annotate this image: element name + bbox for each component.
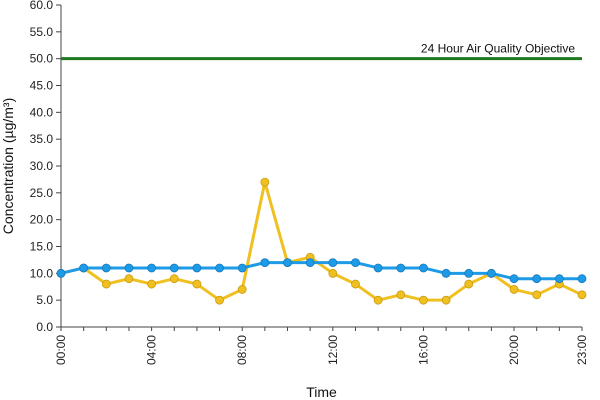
series-point-0 <box>169 263 179 273</box>
series-point-0 <box>441 268 451 278</box>
series-point-1 <box>509 285 519 294</box>
series-point-1 <box>237 285 247 294</box>
y-tick-label: 50.0 <box>30 52 54 66</box>
y-tick-label: 10.0 <box>30 266 54 280</box>
series-point-1 <box>419 295 428 305</box>
x-tick-label: 04:00 <box>145 335 159 365</box>
series-point-1 <box>577 290 587 300</box>
series-point-1 <box>532 290 542 300</box>
series-point-1 <box>147 279 157 289</box>
series-point-0 <box>486 268 496 278</box>
series-point-0 <box>509 274 519 284</box>
series-point-1 <box>328 268 338 278</box>
series-point-1 <box>192 279 202 289</box>
series-point-1 <box>215 295 224 305</box>
series-point-0 <box>351 258 360 268</box>
series-point-0 <box>260 258 270 268</box>
series-point-0 <box>532 274 542 284</box>
series-point-0 <box>328 258 338 268</box>
series-point-1 <box>351 279 360 289</box>
series-point-0 <box>373 263 383 273</box>
series-point-1 <box>441 295 451 305</box>
series-line-1 <box>60 180 583 302</box>
series-group <box>56 177 587 305</box>
series-point-1 <box>373 295 383 305</box>
series-point-0 <box>147 263 157 273</box>
series-point-1 <box>124 274 134 284</box>
series-point-0 <box>237 263 247 273</box>
x-axis-ticks: 00:00 04:00 08:00 12:00 16:00 20:00 23:00 <box>54 327 589 365</box>
y-tick-label: 5.0 <box>36 293 53 307</box>
series-point-1 <box>169 274 179 284</box>
y-axis-ticks: 0.0 5.0 10.0 15.0 20.0 25.0 30.0 35.0 40.0 45.0 50… <box>30 0 61 334</box>
series-point-1 <box>464 279 474 289</box>
series-point-0 <box>577 274 587 284</box>
series-point-0 <box>419 263 428 273</box>
series-point-0 <box>396 263 406 273</box>
y-tick-label: 20.0 <box>30 213 54 227</box>
y-axis-title: Concentration (µg/m³) <box>0 98 16 234</box>
series-point-0 <box>124 263 134 273</box>
y-tick-label: 40.0 <box>30 105 54 119</box>
series-point-0 <box>192 263 202 273</box>
y-tick-label: 35.0 <box>30 132 54 146</box>
series-point-0 <box>554 274 564 284</box>
y-tick-label: 30.0 <box>30 159 54 173</box>
series-point-1 <box>260 177 270 187</box>
y-tick-label: 25.0 <box>30 186 54 200</box>
series-point-0 <box>101 263 111 273</box>
reference-line-label: 24 Hour Air Quality Objective <box>421 42 575 56</box>
series-point-1 <box>101 279 111 289</box>
series-point-0 <box>56 268 66 278</box>
y-tick-label: 15.0 <box>30 240 54 254</box>
series-point-0 <box>305 258 315 268</box>
y-tick-label: 60.0 <box>30 0 54 12</box>
series-point-0 <box>283 258 292 268</box>
x-axis-title: Time <box>306 384 337 400</box>
x-tick-label: 23:00 <box>575 335 589 365</box>
x-tick-label: 08:00 <box>235 335 249 365</box>
series-point-1 <box>396 290 406 300</box>
x-tick-label: 16:00 <box>416 335 430 365</box>
series-point-0 <box>79 263 89 273</box>
y-tick-label: 45.0 <box>30 79 54 93</box>
y-tick-label: 55.0 <box>30 25 54 39</box>
x-tick-label: 12:00 <box>326 335 340 365</box>
y-tick-label: 0.0 <box>36 320 53 334</box>
x-tick-label: 00:00 <box>54 335 68 365</box>
series-point-0 <box>464 268 474 278</box>
x-tick-label: 20:00 <box>507 335 521 365</box>
series-point-0 <box>215 263 224 273</box>
